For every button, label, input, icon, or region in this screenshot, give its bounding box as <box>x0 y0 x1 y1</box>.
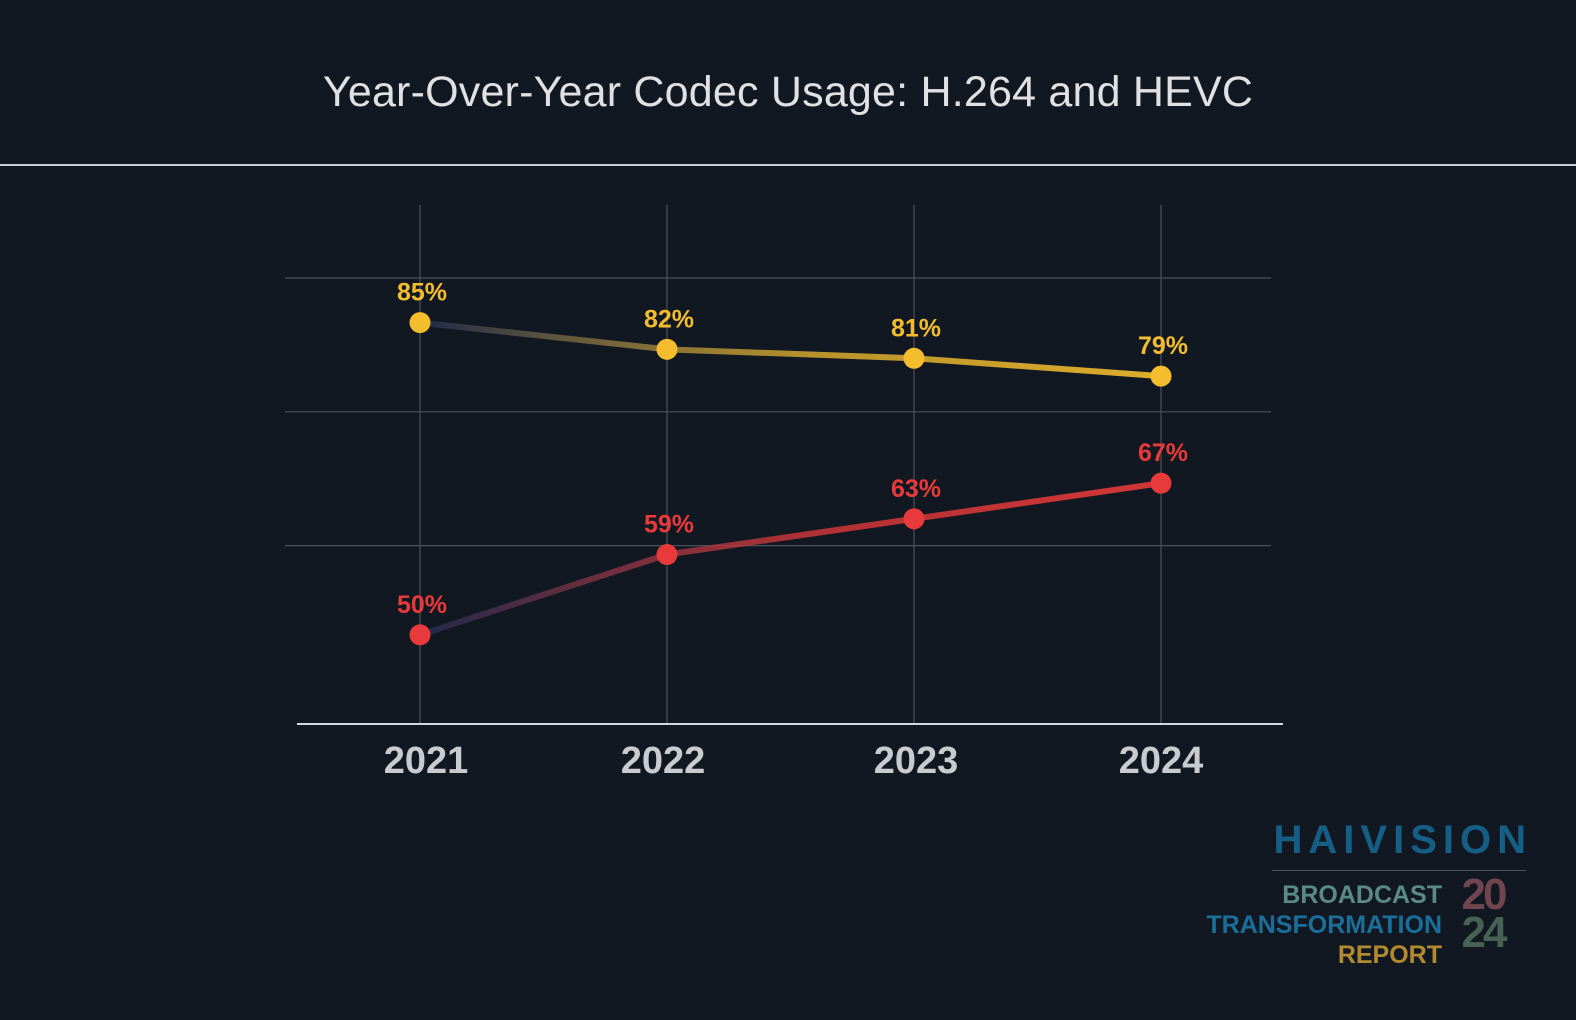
data-point <box>1150 365 1172 387</box>
gridlines <box>285 205 1271 724</box>
data-label: 63% <box>891 475 941 503</box>
data-point <box>903 347 925 369</box>
brand-name: HAIVISION <box>1273 818 1532 862</box>
data-label: 79% <box>1138 332 1188 360</box>
brand-logo: HAIVISION BROADCAST TRANSFORMATION REPOR… <box>1160 816 1526 976</box>
data-point <box>656 338 678 360</box>
x-tick-label: 2024 <box>1119 740 1204 782</box>
series-1: 85% 82% 81% 79% <box>397 279 1188 387</box>
series-line <box>417 319 1164 380</box>
data-point <box>1150 472 1172 494</box>
report-line-broadcast: BROADCAST <box>1282 881 1442 909</box>
report-line-report: REPORT <box>1337 941 1442 969</box>
x-axis: 2021 2022 2023 2024 <box>297 723 1283 782</box>
chart-title: Year-Over-Year Codec Usage: H.264 and HE… <box>322 68 1254 116</box>
x-tick-label: 2022 <box>621 740 706 782</box>
data-point <box>903 508 925 530</box>
data-label: 67% <box>1138 439 1188 467</box>
title-divider <box>0 164 1576 166</box>
data-point <box>409 312 431 334</box>
data-point <box>656 544 678 566</box>
x-tick-label: 2023 <box>874 740 959 782</box>
series-group: 85% 82% 81% 79% 50% 59% 63% 67% <box>397 279 1188 646</box>
report-line-transformation: TRANSFORMATION <box>1206 911 1442 939</box>
data-label: 82% <box>644 305 694 333</box>
data-point <box>409 624 431 646</box>
x-tick-label: 2021 <box>384 740 469 782</box>
data-label: 59% <box>644 511 694 539</box>
report-title: BROADCAST TRANSFORMATION REPORT <box>1206 880 1442 970</box>
series-line <box>417 480 1164 638</box>
data-label: 85% <box>397 279 447 307</box>
data-label: 81% <box>891 314 941 342</box>
series-2: 50% 59% 63% 67% <box>397 439 1188 646</box>
report-year-top: 20 <box>1461 870 1508 919</box>
brand-divider <box>1272 870 1526 871</box>
report-year: 20 24 <box>1448 870 1518 957</box>
report-year-bottom: 24 <box>1461 908 1508 957</box>
data-label: 50% <box>397 591 447 619</box>
